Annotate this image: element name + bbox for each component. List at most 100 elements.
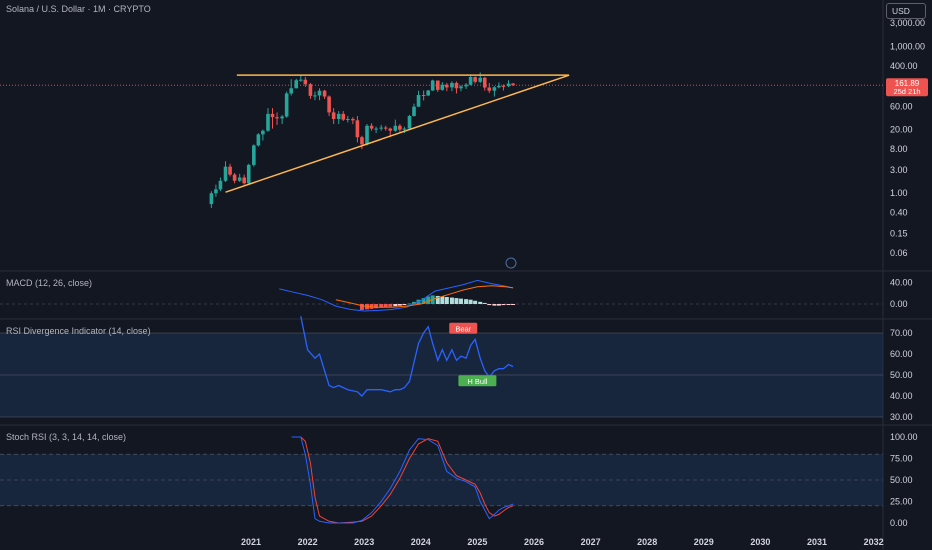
price-tick-label: 1,000.00 [890,42,925,52]
candle-body [454,82,459,89]
macd-histogram-bar [421,298,426,304]
candle-body [351,118,355,121]
time-tick-label: 2021 [241,537,261,547]
candle-body [412,106,416,116]
signal-line [335,285,514,308]
rsi-tick-label: 40.00 [890,391,913,401]
candle-body [497,85,501,88]
rsi-line [300,316,514,397]
candle-body [280,116,284,119]
candle-body [365,125,369,145]
macd-tick-label: 40.00 [890,278,913,288]
candle-body [426,90,430,96]
macd-histogram-bar [407,303,412,305]
candle-body [388,128,393,131]
macd-histogram-bar [359,304,364,310]
stoch-tick-label: 50.00 [890,475,913,485]
candle-body [473,77,477,82]
candle-body [266,113,270,131]
candle-body [393,125,398,131]
macd-histogram-bar [374,304,379,309]
macd-histogram-bar [402,304,407,306]
candle-body [482,77,487,88]
macd-histogram-bar [492,304,497,306]
time-tick-label: 2031 [807,537,827,547]
time-tick-label: 2025 [467,537,487,547]
candle-body [214,189,218,194]
candle-body [345,118,350,120]
stoch-tick-label: 75.00 [890,454,913,464]
candle-body [421,95,426,97]
candle-body [261,130,265,135]
candle-body [402,128,407,130]
candle-body [322,90,327,97]
candle-body [464,84,468,87]
lightning-icon [505,257,517,269]
candle-body [407,115,412,129]
candle-body [341,113,346,120]
macd-histogram-bar [435,295,440,304]
candle-body [327,96,331,113]
candle-body [383,127,388,129]
stoch-d-line [291,436,514,524]
stoch-tick-label: 0.00 [890,518,908,528]
rsi-pane-title: RSI Divergence Indicator (14, close) [6,326,151,336]
candle-body [317,90,322,96]
macd-histogram-bar [383,304,388,308]
candle-body [256,134,261,146]
time-tick-label: 2030 [750,537,770,547]
macd-histogram-bar [426,296,431,304]
candle-body [336,113,341,119]
macd-histogram-bar [482,302,487,304]
candle-body [232,174,237,181]
price-tick-label: 0.15 [890,229,908,239]
macd-histogram-bar [458,298,463,304]
time-tick-label: 2024 [411,537,431,547]
candle-body [331,112,336,119]
candle-body [289,88,293,94]
bear-label: Bear [455,324,471,333]
macd-histogram-bar [397,304,402,306]
macd-histogram-bar [496,304,501,306]
candle-body [478,77,483,82]
time-tick-label: 2026 [524,537,544,547]
countdown-label: 25d 21h [893,87,920,96]
macd-histogram-bar [388,304,393,307]
stoch-k-line [291,436,514,524]
price-tick-label: 60.00 [890,101,913,111]
candle-body [369,125,374,129]
price-tick-label: 8.00 [890,144,908,154]
macd-histogram-bar [478,301,483,304]
candle-body [209,193,214,205]
candle-body [275,117,279,119]
last-price-label: 161.89 [895,79,920,88]
rsi-tick-label: 70.00 [890,328,913,338]
candle-body [468,77,473,85]
candle-body [450,82,454,88]
currency-button[interactable]: USD [886,3,926,19]
macd-histogram-bar [412,301,417,304]
candle-body [284,93,289,117]
rsi-tick-label: 30.00 [890,412,913,422]
candle-body [223,166,228,181]
hidden-bull-label: H Bull [467,377,487,386]
price-pane-title: Solana / U.S. Dollar · 1M · CRYPTO [6,4,151,14]
candle-body [313,95,317,97]
rsi-tick-label: 50.00 [890,370,913,380]
macd-histogram-bar [454,298,459,304]
time-tick-label: 2028 [637,537,657,547]
price-tick-label: 0.40 [890,208,908,218]
candle-body [511,83,515,86]
macd-histogram-bar [444,297,449,304]
time-tick-label: 2023 [354,537,374,547]
time-tick-label: 2029 [694,537,714,547]
macd-histogram-bar [511,304,516,305]
stoch-pane-title: Stoch RSI (3, 3, 14, 14, close) [6,432,127,442]
support-trendline [225,74,570,193]
price-tick-label: 1.00 [890,188,908,198]
macd-line [279,279,514,312]
macd-histogram-bar [468,299,473,304]
candle-body [487,87,492,91]
macd-histogram-bar [440,296,445,304]
